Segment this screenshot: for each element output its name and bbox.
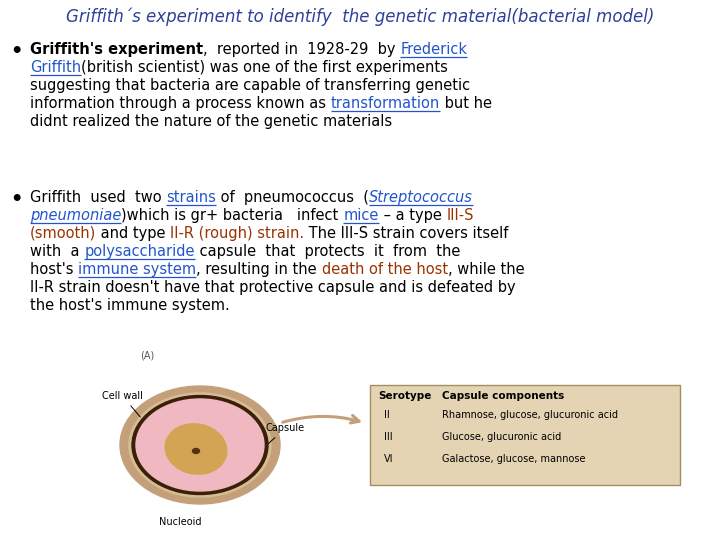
Text: Griffith's experiment: Griffith's experiment (30, 42, 203, 57)
Text: II-R strain doesn't have that protective capsule and is defeated by: II-R strain doesn't have that protective… (30, 280, 516, 295)
Text: capsule  that  protects  it  from  the: capsule that protects it from the (194, 244, 460, 259)
Text: (smooth): (smooth) (30, 226, 96, 241)
Text: III-S: III-S (446, 208, 474, 223)
Text: suggesting that bacteria are capable of transferring genetic: suggesting that bacteria are capable of … (30, 78, 470, 93)
Text: the host's immune system.: the host's immune system. (30, 298, 230, 313)
Text: Capsule: Capsule (260, 423, 305, 451)
Text: transformation: transformation (330, 96, 440, 111)
Text: Glucose, glucuronic acid: Glucose, glucuronic acid (442, 432, 562, 442)
Ellipse shape (165, 424, 227, 474)
Text: ,  reported in  1928-29  by: , reported in 1928-29 by (203, 42, 400, 57)
Text: III: III (384, 432, 392, 442)
Text: Frederick: Frederick (400, 42, 467, 57)
Ellipse shape (129, 393, 271, 497)
Text: host's: host's (30, 262, 78, 277)
Text: The III-S strain covers itself: The III-S strain covers itself (305, 226, 509, 241)
Text: Nucleoid: Nucleoid (158, 517, 202, 527)
Text: pneumoniae: pneumoniae (30, 208, 122, 223)
Text: – a type: – a type (379, 208, 446, 223)
Text: •: • (10, 190, 22, 209)
Text: but he: but he (440, 96, 492, 111)
Text: polysaccharide: polysaccharide (84, 244, 194, 259)
Text: II: II (384, 410, 390, 420)
Text: Cell wall: Cell wall (102, 391, 143, 417)
Text: and type: and type (96, 226, 171, 241)
Text: didnt realized the nature of the genetic materials: didnt realized the nature of the genetic… (30, 114, 392, 129)
FancyBboxPatch shape (370, 385, 680, 485)
Text: Galactose, glucose, mannose: Galactose, glucose, mannose (442, 454, 585, 464)
Text: mice: mice (343, 208, 379, 223)
Text: Rhamnose, glucose, glucuronic acid: Rhamnose, glucose, glucuronic acid (442, 410, 618, 420)
Ellipse shape (136, 399, 264, 491)
Text: Griffith: Griffith (30, 60, 81, 75)
Text: Griffith  used  two: Griffith used two (30, 190, 166, 205)
Text: immune system: immune system (78, 262, 197, 277)
Text: , while the: , while the (448, 262, 524, 277)
Text: (A): (A) (140, 350, 154, 360)
Text: VI: VI (384, 454, 394, 464)
Text: , resulting in the: , resulting in the (197, 262, 322, 277)
Ellipse shape (132, 395, 268, 495)
Text: Griffith´s experiment to identify  the genetic material(bacterial model): Griffith´s experiment to identify the ge… (66, 8, 654, 26)
Text: II-R (rough) strain.: II-R (rough) strain. (171, 226, 305, 241)
Text: Streptococcus: Streptococcus (369, 190, 473, 205)
Text: Serotype: Serotype (378, 391, 431, 401)
Text: information through a process known as: information through a process known as (30, 96, 330, 111)
Text: •: • (10, 42, 22, 61)
Text: )which is gr+ bacteria   infect: )which is gr+ bacteria infect (122, 208, 343, 223)
Text: with  a: with a (30, 244, 84, 259)
Text: strains: strains (166, 190, 216, 205)
Text: Capsule components: Capsule components (442, 391, 564, 401)
Text: death of the host: death of the host (322, 262, 448, 277)
Ellipse shape (192, 449, 199, 454)
Ellipse shape (120, 386, 280, 504)
Text: of  pneumococcus  (: of pneumococcus ( (216, 190, 369, 205)
Text: (british scientist) was one of the first experiments: (british scientist) was one of the first… (81, 60, 448, 75)
